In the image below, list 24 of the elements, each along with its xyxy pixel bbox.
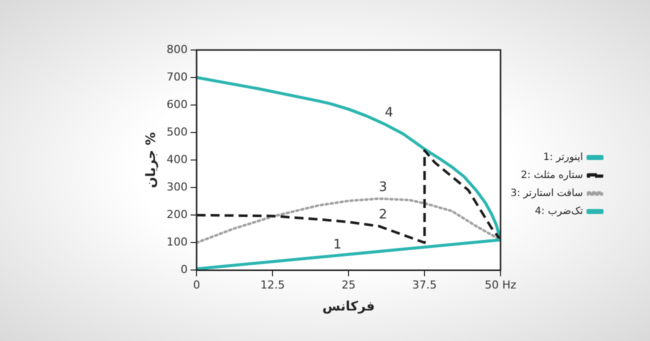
y-tick-label: 300 (166, 180, 188, 194)
y-tick-label: 800 (166, 42, 188, 56)
annotation: 2 (378, 208, 388, 223)
y-axis-title: جریان % (144, 132, 160, 188)
x-tick-label: 25 (342, 278, 356, 292)
x-axis-title: فرکانس (322, 300, 375, 315)
x-tick-label: 37.5 (412, 278, 437, 292)
y-tick-label: 500 (166, 125, 188, 138)
legend-label: 1: اینورتر (543, 152, 583, 164)
legend-label: 2: ستاره مثلث (520, 170, 583, 182)
x-tick-label: 50 Hz (484, 278, 517, 292)
y-tick-label: 400 (166, 152, 188, 166)
legend-label: 4: تک‌ضرب (534, 206, 584, 218)
y-tick-label: 0 (180, 263, 188, 276)
y-tick-label: 100 (166, 236, 188, 249)
y-tick-label: 200 (166, 208, 188, 222)
annotation: 4 (384, 106, 394, 121)
legend-label: 3: سافت استارتر (510, 188, 583, 200)
x-tick-label: 0 (193, 278, 200, 292)
y-tick-label: 600 (166, 98, 188, 111)
y-tick-label: 700 (166, 70, 188, 84)
annotation: 3 (378, 180, 388, 196)
annotation: 1 (333, 237, 342, 252)
x-tick-label: 12.5 (260, 278, 285, 292)
